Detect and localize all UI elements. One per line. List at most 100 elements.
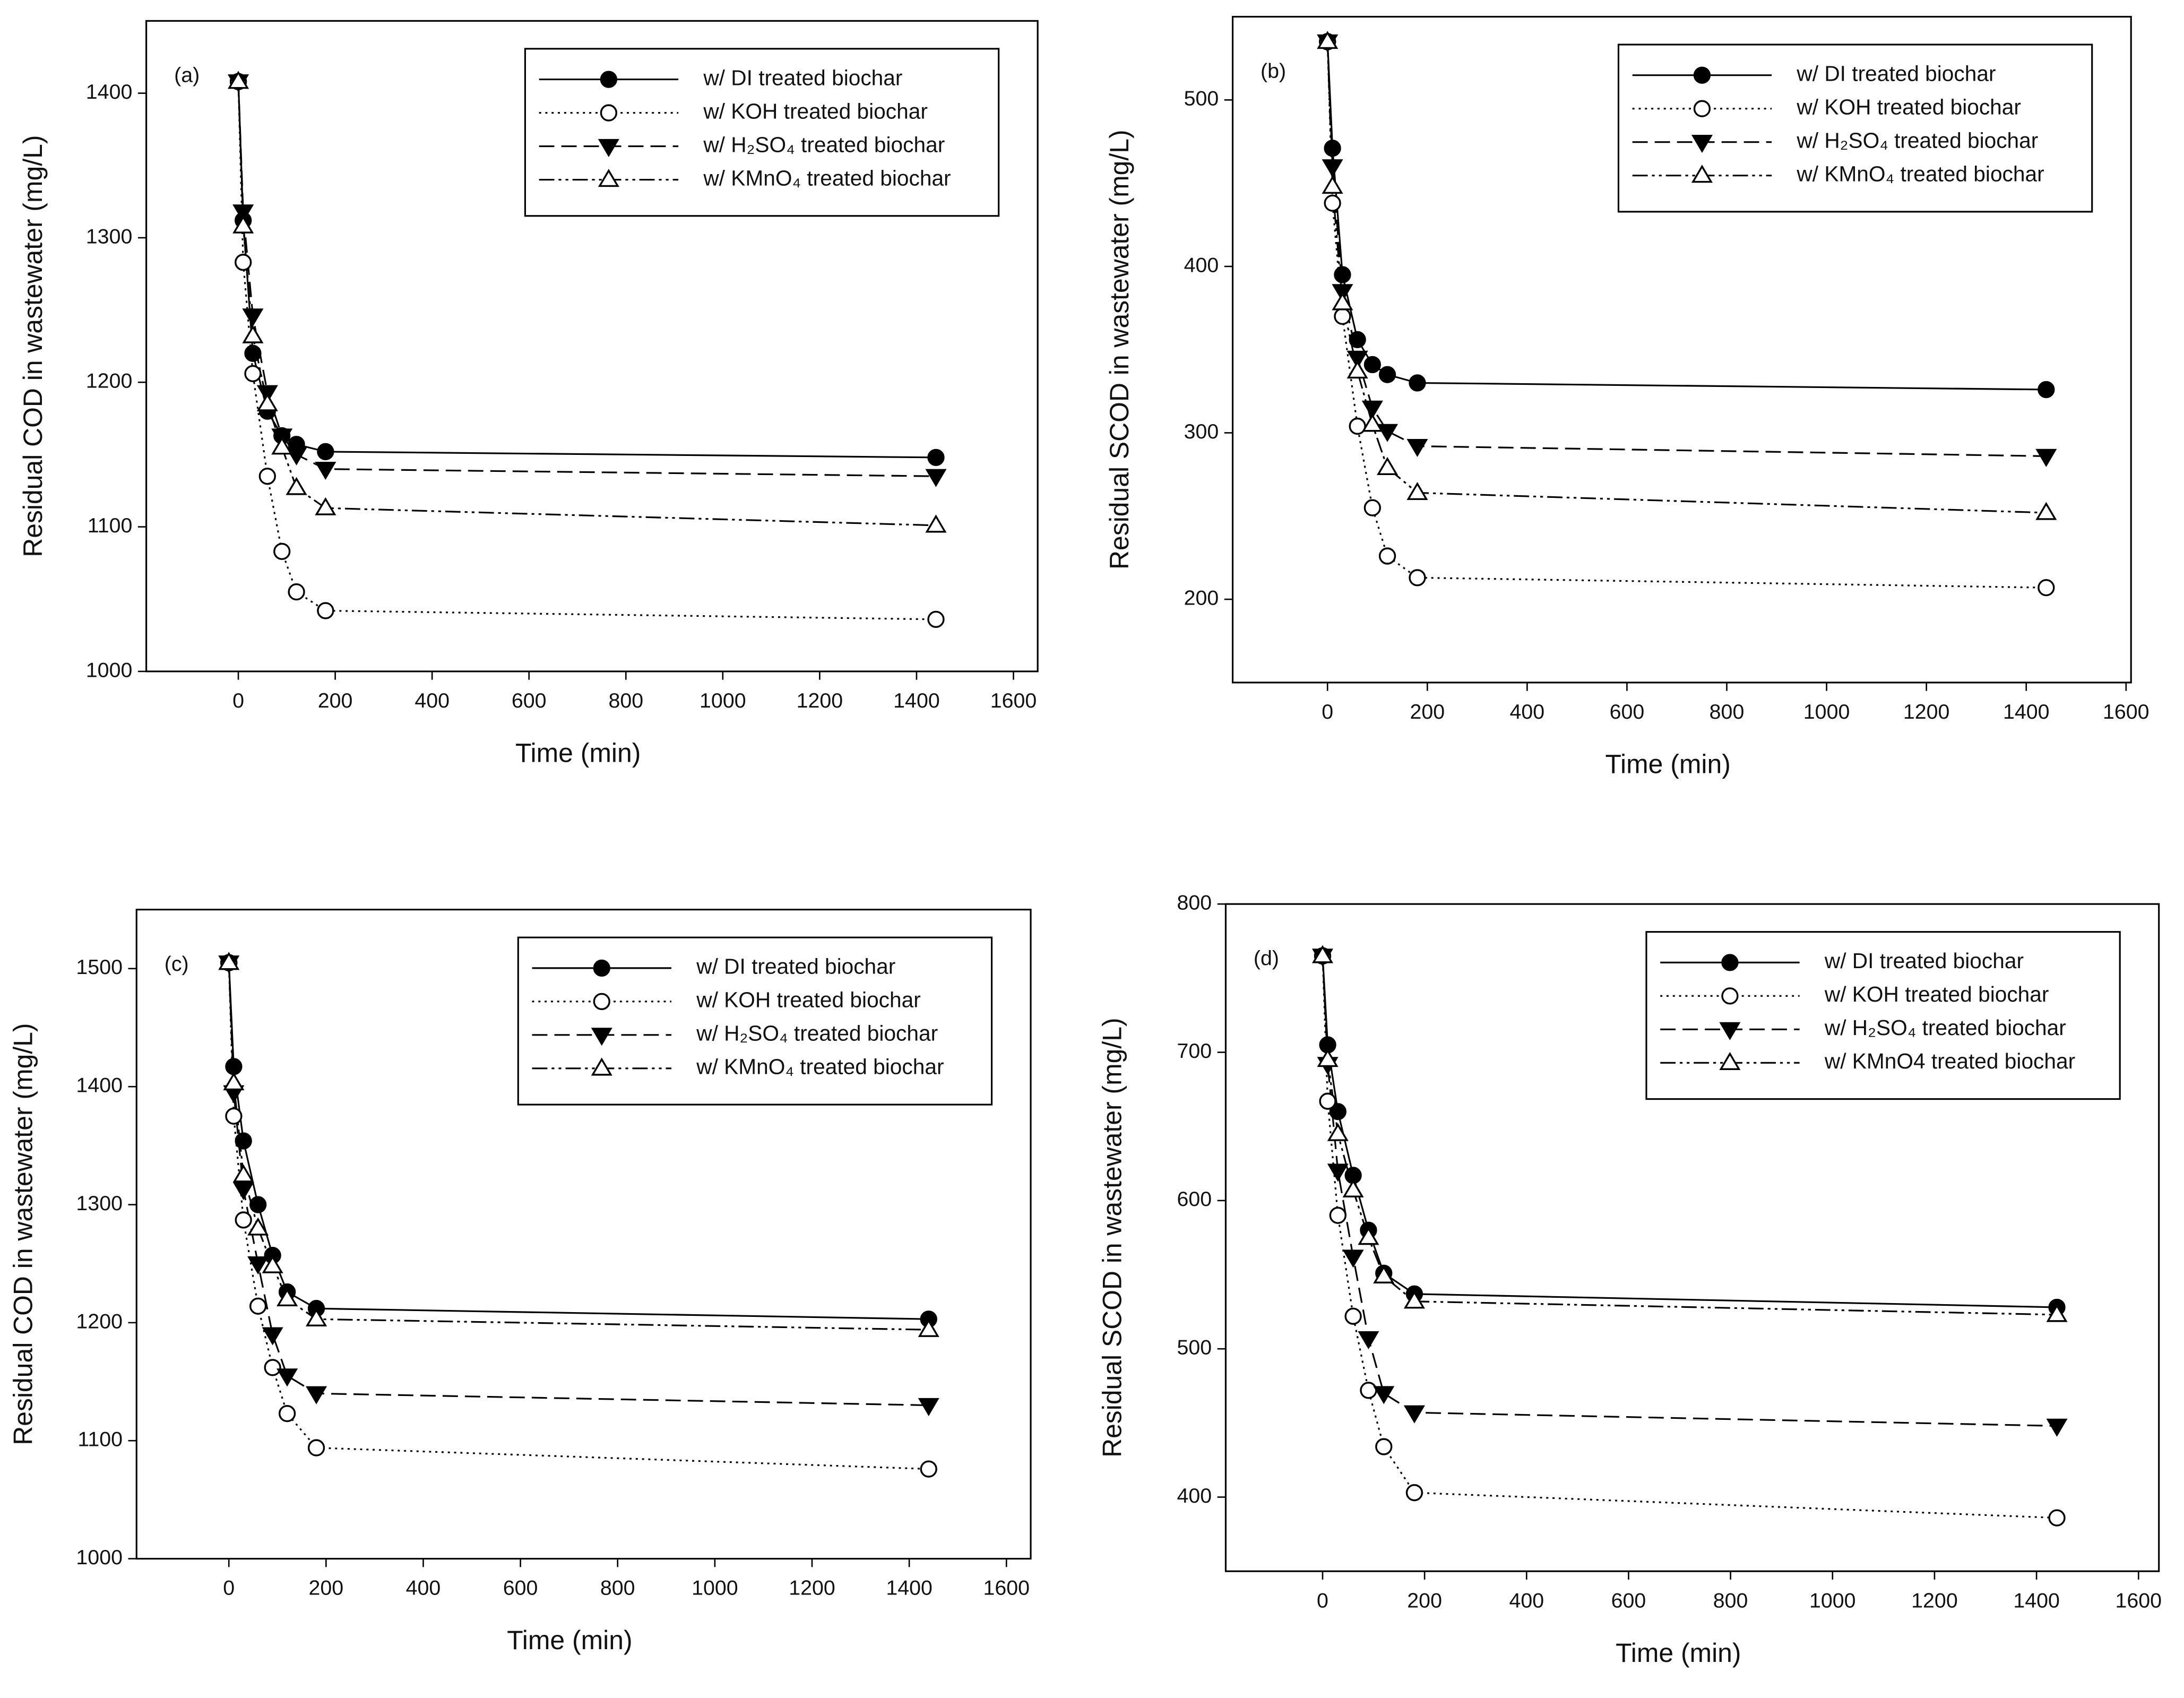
series-line — [237, 81, 936, 620]
marker — [271, 436, 293, 455]
marker — [1406, 438, 1428, 458]
marker — [2048, 1509, 2066, 1527]
x-tick-label: 1600 — [2103, 700, 2150, 723]
marker — [593, 959, 610, 977]
legend-label: w/ KMnO₄ treated biochar — [703, 166, 951, 190]
marker — [920, 1460, 937, 1478]
marker — [249, 1297, 267, 1315]
y-tick-label: 1300 — [76, 1192, 123, 1215]
x-tick-label: 200 — [318, 689, 353, 712]
y-axis-title: Residual COD in wastewater (mg/L) — [18, 135, 48, 557]
marker — [2035, 449, 2057, 467]
x-tick-label: 0 — [232, 689, 244, 712]
series-line — [1326, 41, 2047, 589]
marker — [918, 1398, 939, 1416]
x-tick-label: 1000 — [1809, 1589, 1856, 1612]
y-tick-label: 200 — [1184, 586, 1219, 609]
marker — [1332, 292, 1353, 311]
marker — [264, 1359, 281, 1376]
y-tick-label: 1000 — [86, 658, 133, 682]
marker — [286, 447, 307, 466]
y-tick-label: 1400 — [76, 1074, 123, 1097]
marker — [277, 1288, 298, 1307]
marker — [1409, 374, 1426, 392]
marker — [278, 1404, 296, 1423]
x-tick-label: 1400 — [2013, 1589, 2060, 1612]
panel-label: (c) — [165, 952, 189, 976]
marker — [225, 1058, 243, 1075]
x-tick-label: 1400 — [893, 689, 940, 712]
marker — [315, 461, 336, 480]
marker — [600, 104, 618, 122]
y-tick-label: 800 — [1177, 891, 1212, 915]
x-tick-label: 1000 — [1803, 700, 1850, 723]
marker — [225, 1107, 243, 1125]
y-tick-label: 300 — [1184, 420, 1219, 443]
marker — [1693, 66, 1711, 84]
marker — [927, 449, 945, 466]
marker — [317, 602, 334, 619]
marker — [2046, 1304, 2068, 1322]
y-tick-label: 1500 — [76, 955, 123, 979]
x-tick-label: 600 — [503, 1576, 538, 1600]
marker — [925, 514, 947, 533]
marker — [1721, 954, 1739, 971]
marker — [1378, 366, 1396, 383]
marker — [1329, 1103, 1346, 1120]
marker — [1377, 456, 1399, 475]
marker — [1721, 987, 1739, 1005]
x-tick-label: 600 — [1611, 1589, 1646, 1612]
x-axis-title: Time (min) — [1616, 1638, 1741, 1668]
marker — [235, 1211, 252, 1229]
plot-frame — [1231, 15, 2132, 684]
x-tick-label: 1200 — [797, 689, 843, 712]
marker — [1719, 1051, 1741, 1070]
legend-label: w/ DI treated biochar — [696, 954, 895, 979]
marker — [305, 1308, 327, 1326]
x-tick-label: 400 — [415, 689, 450, 712]
legend-label: w/ H₂SO₄ treated biochar — [1796, 128, 2038, 152]
y-axis-title: Residual COD in wastewater (mg/L) — [8, 1023, 38, 1445]
marker — [1324, 194, 1341, 212]
marker — [228, 71, 249, 89]
marker — [232, 204, 254, 223]
panel-label: (a) — [174, 64, 200, 87]
marker — [1361, 413, 1383, 432]
x-tick-label: 200 — [1410, 700, 1445, 723]
marker — [1346, 360, 1368, 379]
x-tick-label: 1000 — [692, 1576, 738, 1600]
marker — [2035, 502, 2057, 520]
marker — [242, 308, 264, 327]
y-tick-label: 400 — [1177, 1484, 1212, 1507]
marker — [258, 468, 276, 485]
y-tick-label: 1400 — [86, 80, 133, 104]
x-tick-label: 600 — [1610, 700, 1645, 723]
marker — [1378, 547, 1396, 565]
marker — [1409, 569, 1426, 587]
marker — [1311, 945, 1334, 963]
marker — [1360, 1382, 1377, 1399]
marker — [317, 443, 334, 461]
marker — [1334, 307, 1351, 325]
x-tick-label: 400 — [406, 1576, 441, 1600]
marker — [927, 610, 945, 628]
marker — [1377, 424, 1399, 442]
marker — [2038, 579, 2055, 597]
series-line — [228, 962, 929, 1470]
x-tick-label: 1000 — [700, 689, 746, 712]
marker — [232, 215, 254, 234]
marker — [256, 393, 278, 411]
marker — [235, 1132, 252, 1150]
x-tick-label: 1200 — [1911, 1589, 1958, 1612]
legend-label: w/ KOH treated biochar — [1824, 982, 2049, 1006]
marker — [1342, 1179, 1364, 1197]
marker — [277, 1368, 298, 1387]
marker — [262, 1255, 283, 1273]
marker — [1719, 1022, 1741, 1040]
marker — [1342, 1249, 1364, 1268]
marker — [1375, 1438, 1393, 1455]
x-tick-label: 0 — [1322, 700, 1333, 723]
legend-label: w/ DI treated biochar — [1824, 949, 2024, 973]
marker — [232, 1182, 254, 1201]
